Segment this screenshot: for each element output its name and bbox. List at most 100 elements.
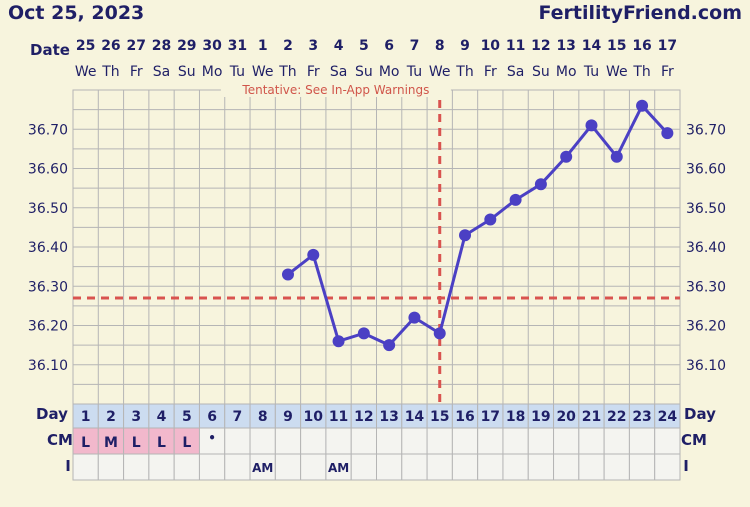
- day-cell: [527, 403, 555, 429]
- cm-cell: [578, 427, 605, 455]
- weekday-tick-label: Sa: [507, 64, 524, 80]
- cm-cell: [376, 427, 403, 455]
- day-cell: [224, 403, 251, 429]
- cm-cell: [654, 427, 681, 455]
- day-cell: [173, 403, 200, 429]
- date-tick-label: 30: [202, 38, 222, 54]
- i-cell: [350, 453, 378, 481]
- weekday-tick-label: Fr: [307, 64, 320, 80]
- date-tick-label: 3: [308, 38, 318, 54]
- i-cell: [325, 453, 352, 481]
- cycle-day-label: 14: [405, 409, 425, 425]
- cycle-day-label: 23: [632, 409, 651, 425]
- cm-cell: [451, 427, 479, 455]
- tentative-warning: Tentative: See In-App Warnings: [241, 83, 429, 97]
- weekday-tick-label: Th: [455, 64, 473, 80]
- temperature-point[interactable]: [585, 119, 598, 132]
- temperature-point[interactable]: [661, 127, 674, 140]
- weekday-tick-label: Mo: [202, 64, 223, 80]
- i-cell: [578, 453, 605, 481]
- temperature-point[interactable]: [484, 213, 497, 226]
- cycle-day-label: 7: [233, 409, 243, 425]
- temperature-point[interactable]: [560, 150, 573, 163]
- weekday-tick-label: Sa: [153, 64, 170, 80]
- weekday-tick-label: We: [429, 64, 451, 80]
- weekday-tick-label: Fr: [130, 64, 143, 80]
- weekday-tick-label: Tu: [583, 64, 599, 80]
- date-tick-label: 16: [632, 38, 651, 54]
- temperature-line-segment: [311, 254, 341, 342]
- i-cell: [477, 453, 504, 481]
- y-tick-label-right: 36.50: [686, 201, 726, 217]
- y-tick-label-right: 36.20: [686, 319, 726, 335]
- date-tick-label: 12: [531, 38, 550, 54]
- date-tick-label: 17: [658, 38, 677, 54]
- date-tick-label: 25: [76, 38, 95, 54]
- date-row-label: Date: [30, 41, 70, 59]
- cm-row-label: CM: [47, 431, 73, 449]
- day-cell: [401, 403, 428, 429]
- brand-logo-text[interactable]: FertilityFriend.com: [538, 2, 742, 24]
- i-cell: [451, 453, 479, 481]
- day-cell: [426, 403, 453, 429]
- cycle-day-label: 22: [607, 409, 626, 425]
- day-cell: [376, 403, 403, 429]
- weekday-tick-label: Mo: [556, 64, 577, 80]
- y-tick-label-left: 36.40: [28, 240, 68, 256]
- i-cell: [553, 453, 580, 481]
- cm-cell: [123, 427, 150, 455]
- date-tick-label: 10: [481, 38, 501, 54]
- temperature-point[interactable]: [383, 339, 396, 352]
- temperature-point[interactable]: [433, 327, 446, 340]
- date-tick-label: 2: [283, 38, 293, 54]
- temperature-point[interactable]: [281, 268, 294, 281]
- temperature-point[interactable]: [307, 248, 320, 261]
- temperature-line-segment: [640, 104, 669, 135]
- cm-cell: [628, 427, 656, 455]
- y-tick-label-right: 36.30: [686, 279, 726, 295]
- temperature-point[interactable]: [636, 99, 649, 112]
- temperature-point[interactable]: [357, 327, 370, 340]
- cycle-day-label: 20: [556, 409, 576, 425]
- cm-row-label-right: CM: [681, 431, 707, 449]
- i-cell: [426, 453, 453, 481]
- weekday-tick-label: We: [606, 64, 628, 80]
- tentative-warning-bg: [220, 82, 451, 97]
- day-cell: [325, 403, 352, 429]
- cycle-day-label: 2: [106, 409, 116, 425]
- weekday-tick-label: Mo: [379, 64, 400, 80]
- day-row-label: Day: [36, 405, 68, 423]
- intercourse-marker: AM: [328, 461, 349, 475]
- temperature-point[interactable]: [534, 178, 547, 191]
- weekday-tick-label: Su: [532, 64, 550, 80]
- cm-cell: [325, 427, 352, 455]
- i-cell: [502, 453, 529, 481]
- temperature-point[interactable]: [610, 150, 623, 163]
- y-tick-label-left: 36.60: [28, 162, 68, 178]
- day-cell: [123, 403, 150, 429]
- date-tick-label: 27: [126, 38, 145, 54]
- weekday-tick-label: Su: [355, 64, 373, 80]
- date-tick-label: 4: [334, 38, 344, 54]
- y-tick-label-right: 36.60: [686, 162, 726, 178]
- temperature-line-segment: [539, 155, 568, 186]
- cm-observation: L: [157, 435, 166, 451]
- cycle-day-label: 8: [258, 409, 268, 425]
- day-cell: [249, 403, 276, 429]
- weekday-tick-label: Sa: [330, 64, 347, 80]
- cycle-day-label: 16: [455, 409, 474, 425]
- cm-observation: L: [81, 435, 90, 451]
- date-tick-label: 14: [582, 38, 602, 54]
- temperature-point[interactable]: [408, 311, 421, 324]
- temperature-point[interactable]: [332, 335, 345, 348]
- i-cell: [148, 453, 175, 481]
- cycle-day-label: 11: [329, 409, 348, 425]
- date-tick-label: 15: [607, 38, 626, 54]
- cycle-day-label: 1: [81, 409, 91, 425]
- temperature-point[interactable]: [509, 193, 522, 206]
- y-tick-label-left: 36.70: [28, 122, 68, 138]
- temperature-point[interactable]: [459, 229, 472, 242]
- temperature-line-segment: [615, 105, 644, 158]
- cycle-day-label: 3: [131, 409, 141, 425]
